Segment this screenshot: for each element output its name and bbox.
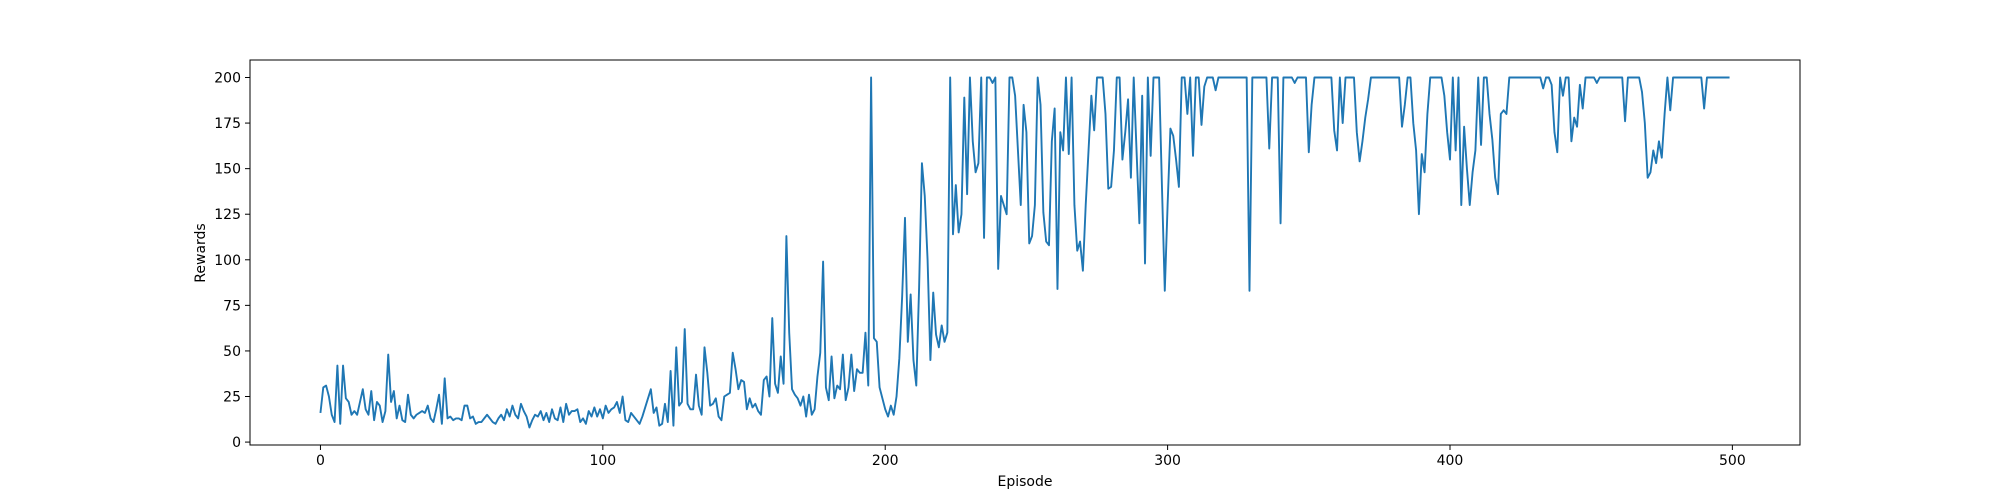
y-axis-label: Rewards	[193, 223, 209, 282]
x-tick-label: 500	[1719, 453, 1746, 469]
y-tick-label: 125	[214, 207, 241, 223]
y-tick-label: 0	[232, 435, 241, 451]
x-tick-label: 400	[1437, 453, 1464, 469]
axes-frame	[249, 59, 1801, 446]
x-tick-label: 300	[1154, 453, 1181, 469]
y-tick-label: 100	[214, 253, 241, 269]
reward-line	[319, 76, 1730, 429]
y-tick-label: 200	[214, 71, 241, 87]
x-tick-label: 200	[872, 453, 899, 469]
x-tick-label: 0	[316, 453, 325, 469]
y-tick-label: 150	[214, 162, 241, 178]
x-axis-label: Episode	[998, 474, 1053, 490]
y-tick-label: 175	[214, 116, 241, 132]
y-tick-label: 25	[223, 390, 241, 406]
x-tick-label: 100	[589, 453, 616, 469]
y-tick-label: 75	[223, 298, 241, 314]
y-tick-label: 50	[223, 344, 241, 360]
